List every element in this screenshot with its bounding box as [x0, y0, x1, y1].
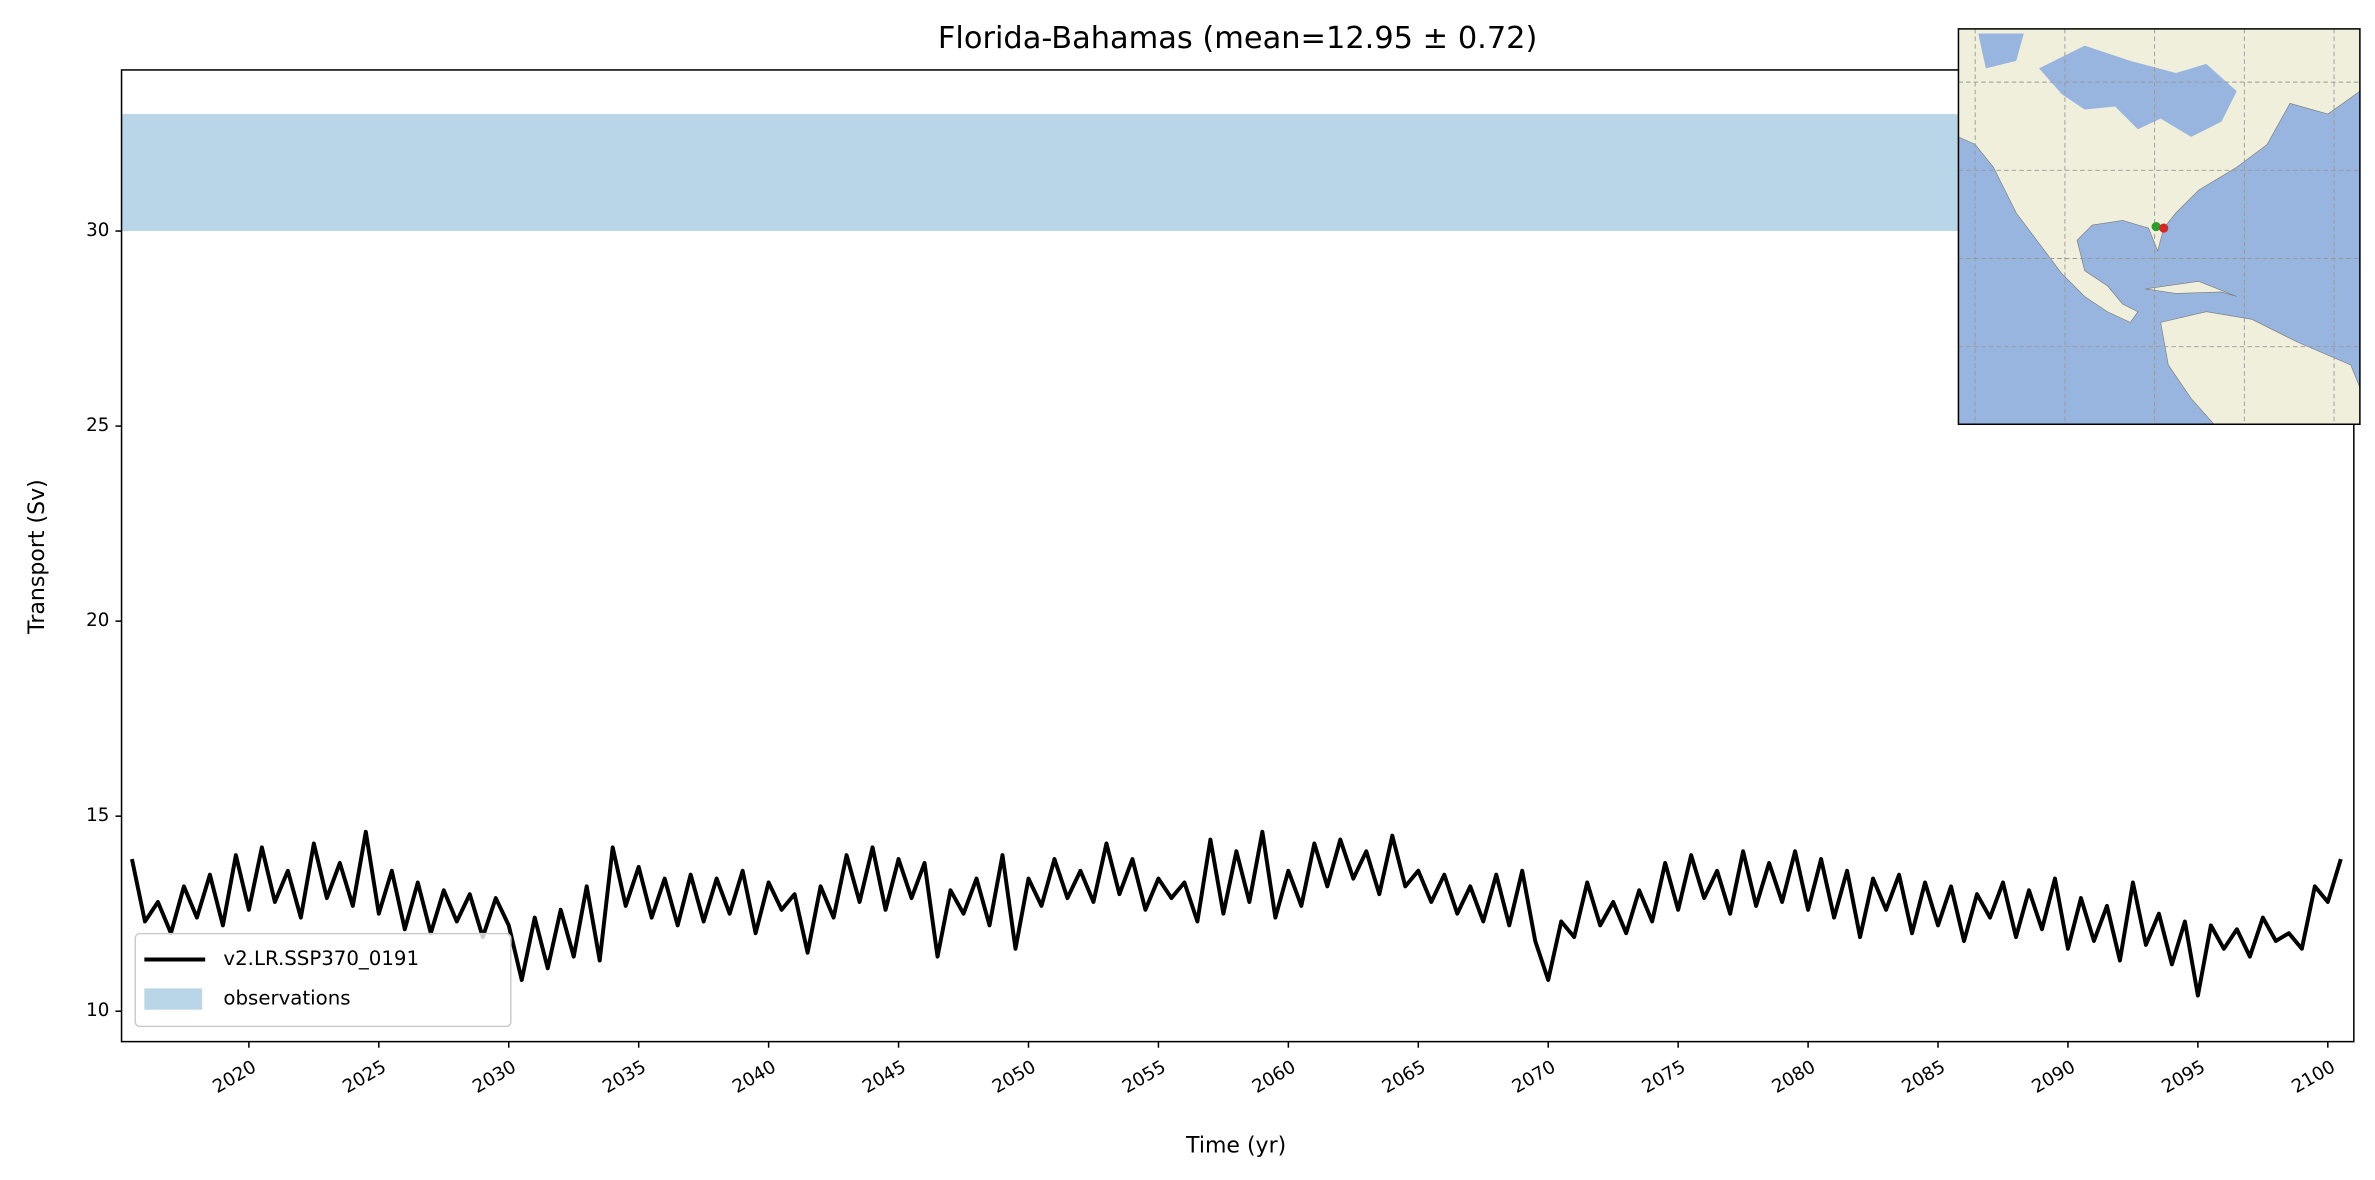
section-end	[2159, 223, 2169, 233]
inset-map	[1957, 28, 2361, 426]
y-tick-label: 15	[86, 805, 109, 826]
caribbean	[2145, 281, 2237, 297]
legend-box	[134, 932, 512, 1028]
section-start	[2151, 222, 2161, 232]
legend: v2.LR.SSP370_0191 observations	[134, 932, 512, 1028]
south-america	[2160, 311, 2360, 425]
y-axis-label: Transport (Sv)	[25, 479, 50, 635]
map-grid	[1958, 28, 2360, 425]
chart-title: Florida-Bahamas (mean=12.95 ± 0.72)	[938, 21, 1537, 56]
y-tick-label: 30	[86, 220, 109, 241]
axes-frame	[120, 69, 2355, 1043]
y-tick-label: 20	[86, 610, 109, 631]
north-america	[1958, 28, 2360, 323]
legend-label: observations	[223, 987, 350, 1010]
inset-frame	[1957, 28, 2361, 426]
y-tick-label: 25	[86, 415, 109, 436]
legend-label: v2.LR.SSP370_0191	[223, 947, 419, 970]
series-line	[130, 829, 2343, 998]
hudson-bay	[1978, 33, 2237, 137]
y-tick-label: 10	[86, 1000, 109, 1021]
legend-swatch	[144, 988, 203, 1010]
x-axis-label: Time (yr)	[1185, 1134, 1286, 1159]
